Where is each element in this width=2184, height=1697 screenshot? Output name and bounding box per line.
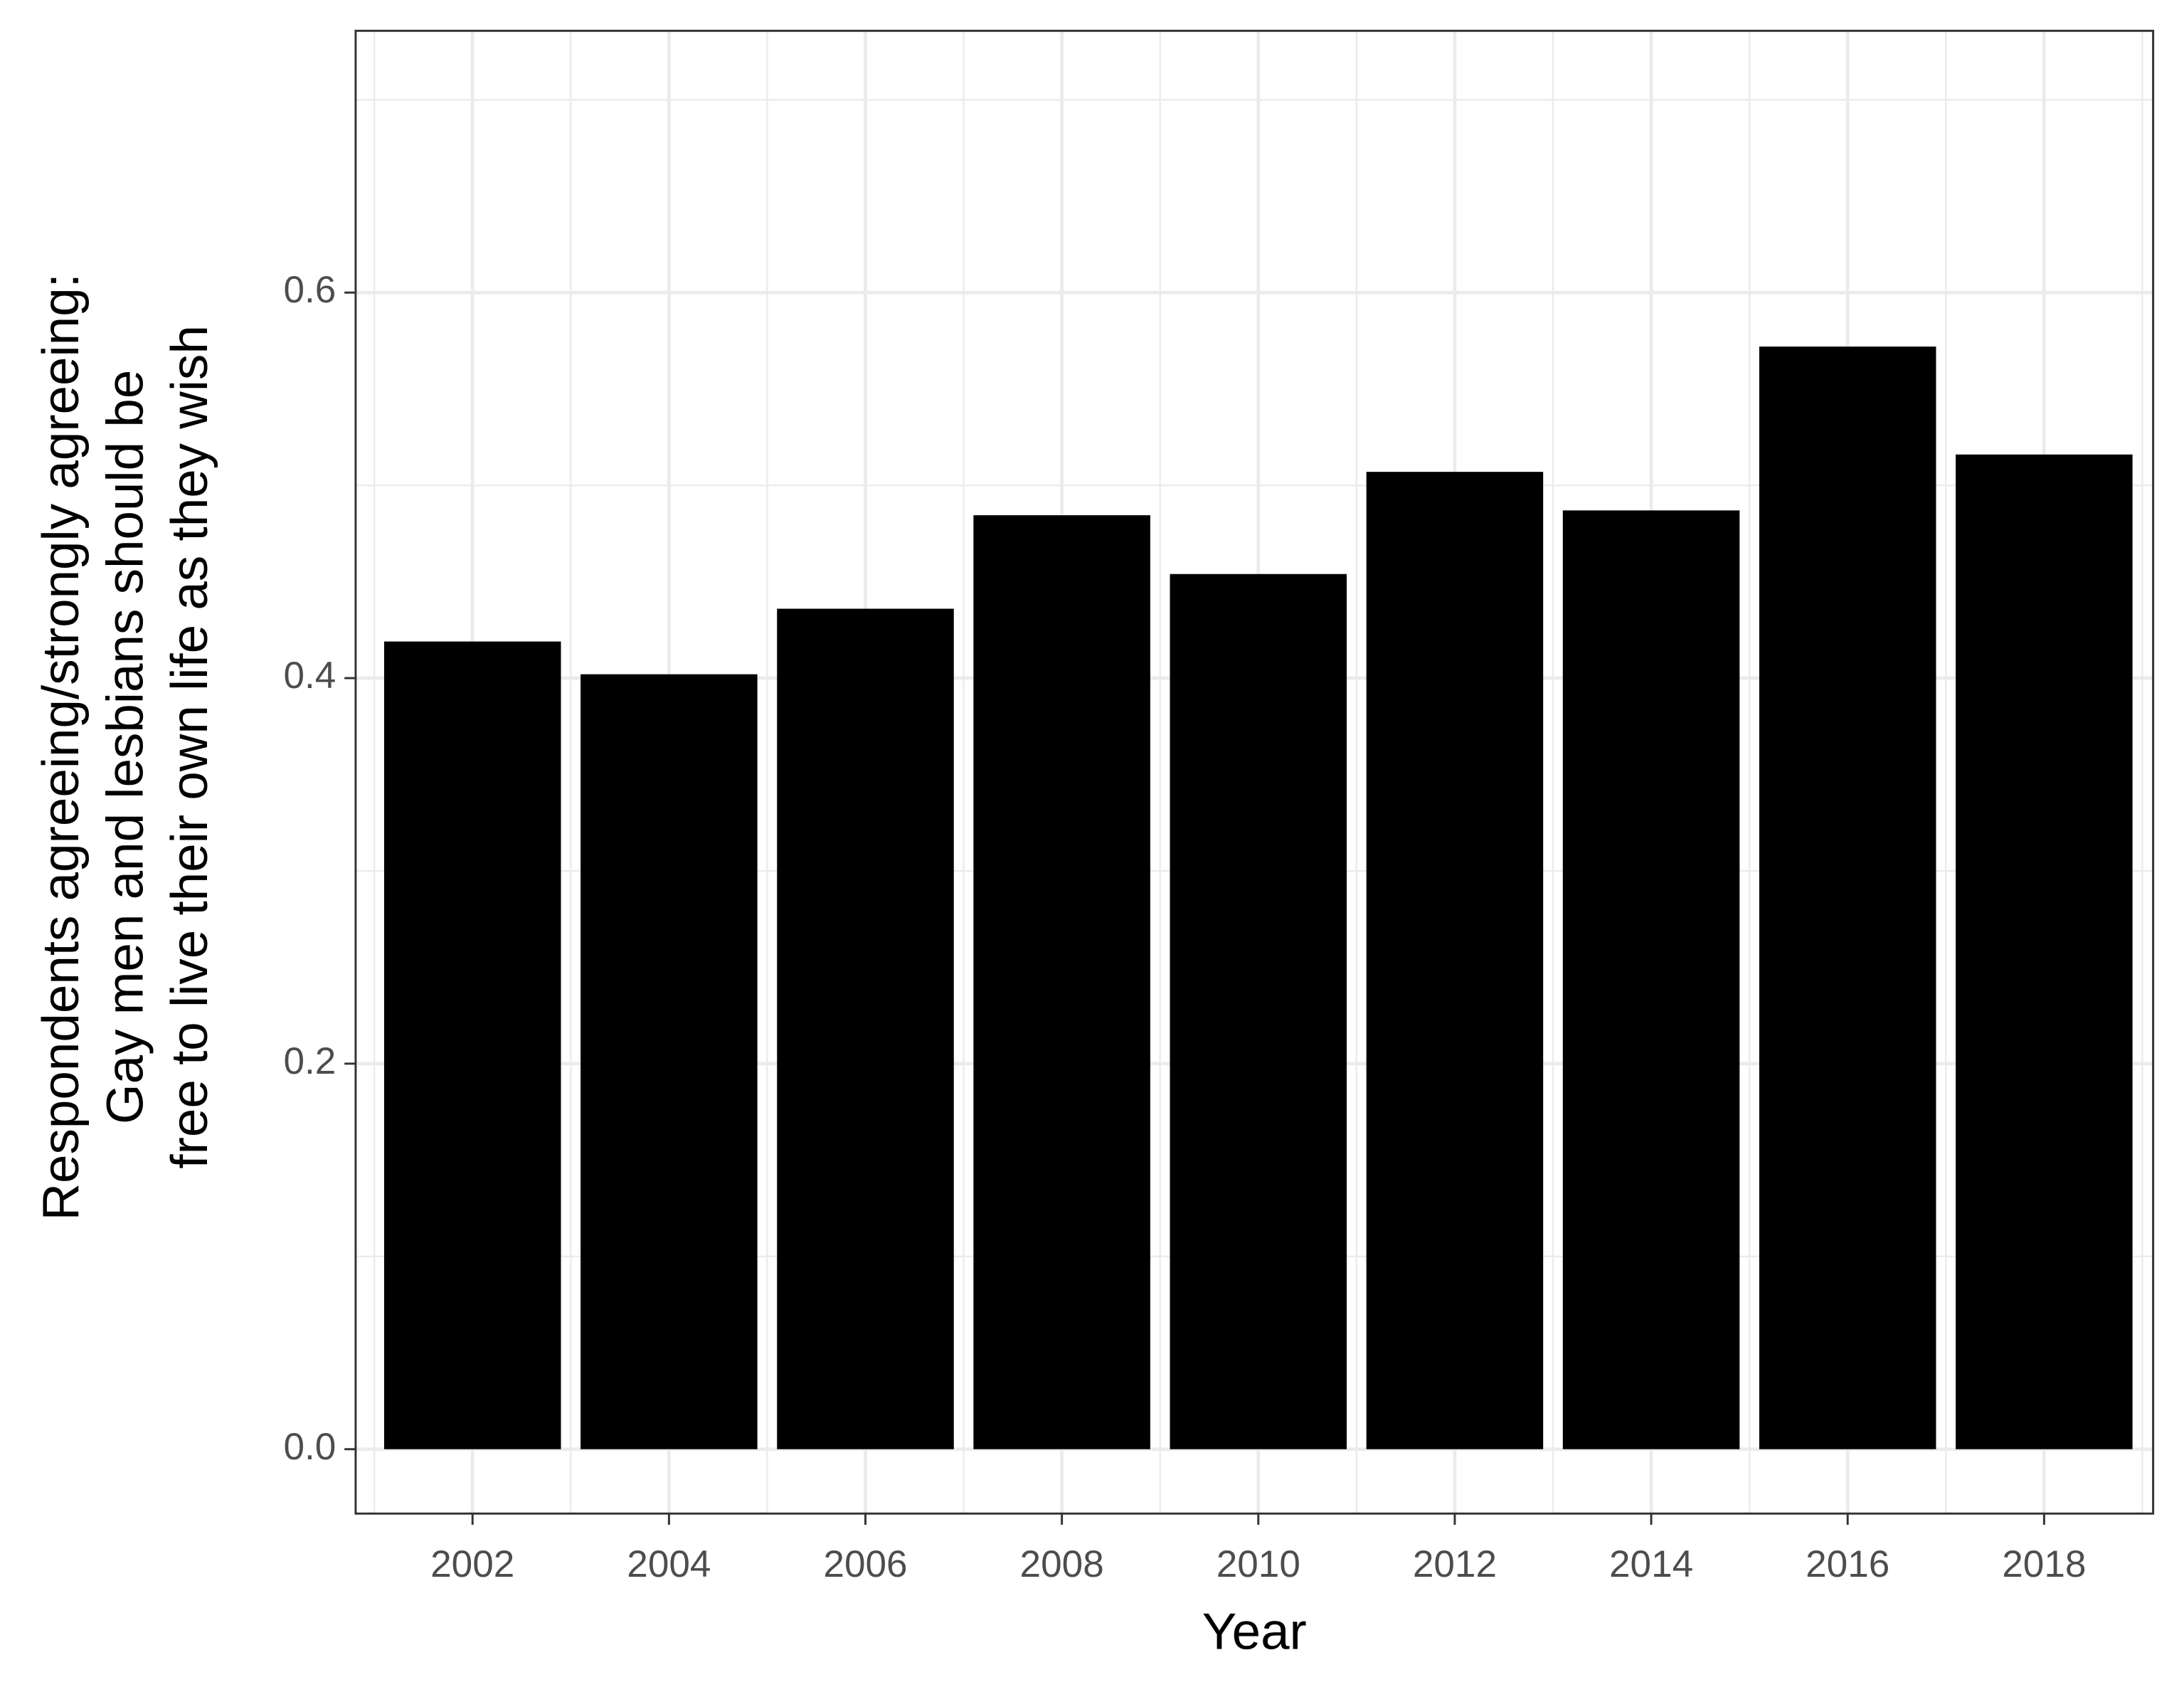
panel-border xyxy=(354,29,2155,1515)
x-tick-label: 2006 xyxy=(823,1543,907,1585)
x-tick-label: 2002 xyxy=(430,1543,514,1585)
x-tick-label: 2018 xyxy=(2002,1543,2086,1585)
bar xyxy=(1366,472,1544,1449)
bar xyxy=(581,674,758,1449)
y-axis-title: Respondents agreeing/strongly agreeing: G… xyxy=(32,273,218,1220)
bar xyxy=(1562,510,1740,1449)
y-axis-title-line: free to live their own life as they wish xyxy=(161,325,218,1169)
y-tick-label: 0.4 xyxy=(284,655,336,697)
bars xyxy=(383,347,2133,1449)
y-axis-title-line: Respondents agreeing/strongly agreeing: xyxy=(32,273,90,1220)
x-tick-label: 2012 xyxy=(1413,1543,1497,1585)
axes: 0.0 0.2 0.4 0.6 2002 2004 2006 2008 2010 2012 2014… xyxy=(284,269,2087,1585)
bar xyxy=(383,641,561,1449)
y-tick-label: 0.2 xyxy=(284,1040,336,1082)
x-tick-label: 2008 xyxy=(1020,1543,1104,1585)
x-tick-label: 2014 xyxy=(1609,1543,1693,1585)
bar xyxy=(1170,573,1347,1449)
y-axis-title-line: Gay men and lesbians should be xyxy=(96,370,154,1124)
bar xyxy=(1759,347,1936,1449)
x-tick-label: 2010 xyxy=(1216,1543,1300,1585)
bar xyxy=(973,515,1150,1449)
x-axis-title: Year xyxy=(1202,1603,1307,1661)
x-tick-label: 2016 xyxy=(1806,1543,1889,1585)
y-tick-label: 0.0 xyxy=(284,1426,336,1468)
y-tick-label: 0.6 xyxy=(284,269,336,311)
x-tick-label: 2004 xyxy=(627,1543,711,1585)
bar xyxy=(1956,454,2133,1449)
bar xyxy=(777,608,954,1449)
